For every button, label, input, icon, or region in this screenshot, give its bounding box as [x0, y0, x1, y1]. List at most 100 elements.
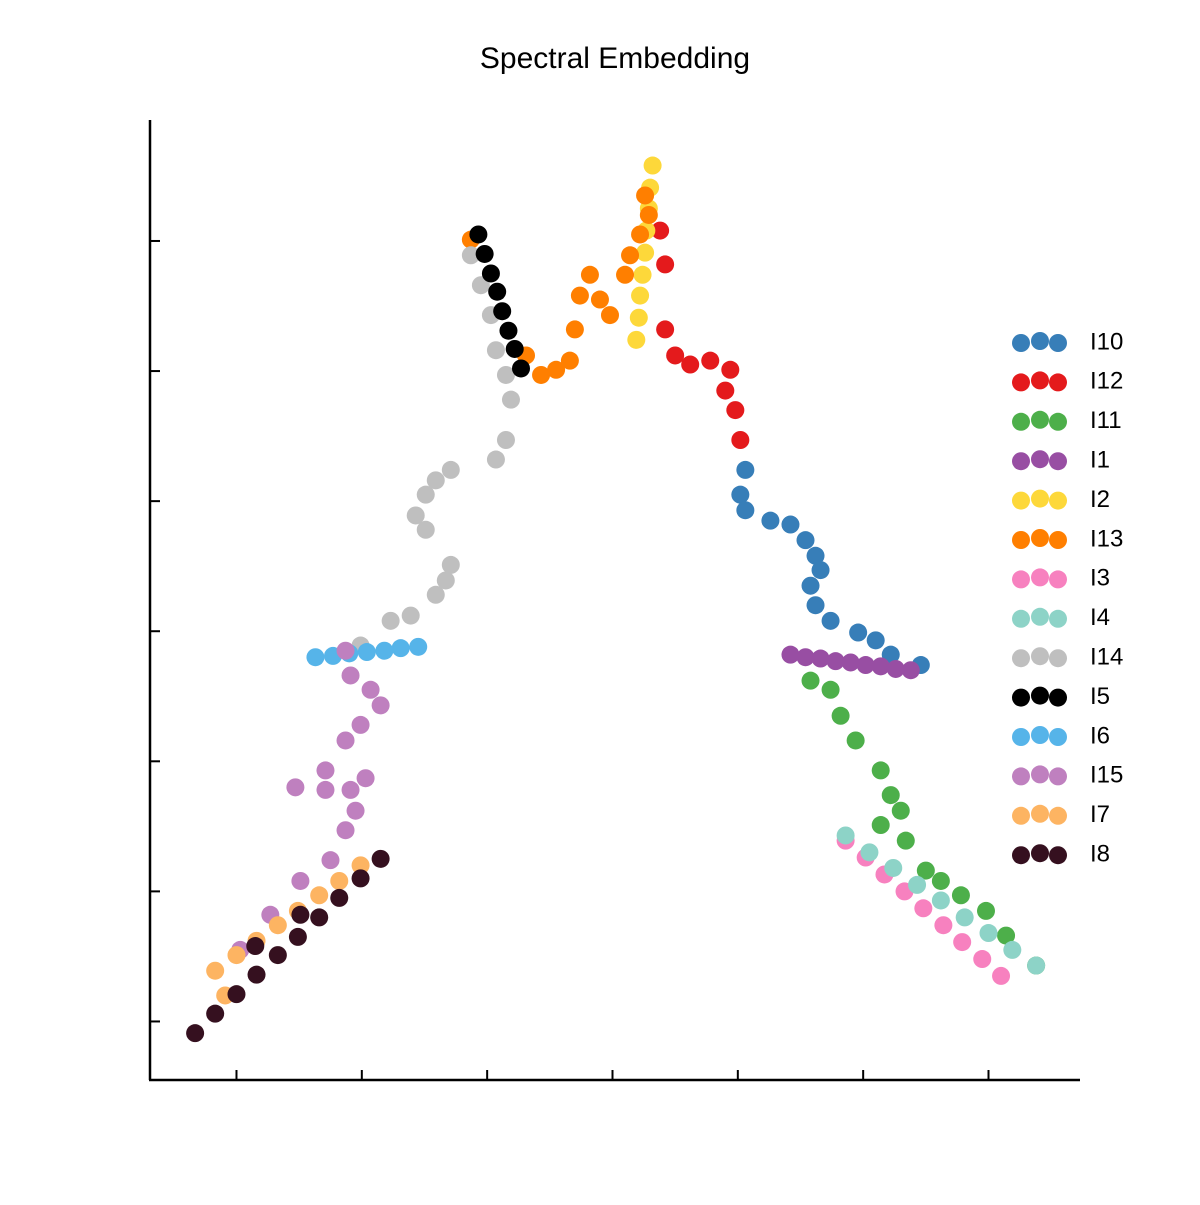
point: [291, 871, 310, 890]
point: [406, 506, 425, 525]
point: [321, 851, 340, 870]
legend-swatch: [1012, 373, 1030, 392]
point: [633, 265, 652, 284]
legend-swatch: [1012, 570, 1030, 589]
point: [631, 225, 650, 244]
point: [979, 924, 998, 943]
point: [821, 611, 840, 630]
point: [206, 961, 225, 980]
point: [316, 780, 335, 799]
point: [426, 585, 445, 604]
point: [361, 680, 380, 699]
point: [441, 555, 460, 574]
point: [565, 320, 584, 339]
point: [206, 1004, 225, 1023]
point: [881, 645, 900, 664]
legend-swatch: [1012, 531, 1030, 549]
legend-label: I5: [1090, 683, 1110, 710]
point: [227, 946, 246, 965]
point: [871, 816, 890, 835]
point: [341, 666, 360, 685]
legend-swatch: [1049, 609, 1067, 628]
legend-label: I2: [1090, 486, 1110, 513]
point: [316, 761, 335, 780]
point: [908, 875, 927, 894]
legend-label: I13: [1090, 525, 1123, 552]
point: [656, 320, 675, 339]
point: [806, 546, 825, 565]
point: [716, 381, 735, 400]
point: [951, 886, 970, 905]
point: [475, 244, 494, 263]
legend-swatch: [1012, 846, 1030, 865]
legend-swatch: [1012, 491, 1030, 510]
legend-swatch: [1031, 607, 1049, 626]
legend-swatch: [1049, 767, 1067, 786]
point: [336, 731, 355, 750]
point: [346, 801, 365, 820]
legend-swatch: [1031, 371, 1049, 390]
point: [629, 308, 648, 327]
legend-swatch: [1012, 688, 1030, 707]
point: [306, 648, 325, 667]
point: [501, 390, 520, 409]
point: [310, 908, 329, 927]
point: [493, 302, 512, 321]
point: [616, 265, 635, 284]
point: [486, 450, 505, 469]
point: [884, 858, 903, 877]
legend-swatch: [1012, 649, 1030, 668]
legend-swatch: [1031, 332, 1049, 350]
point: [286, 778, 305, 797]
point: [736, 460, 755, 479]
legend-swatch: [1012, 334, 1030, 352]
point: [356, 769, 375, 788]
point: [781, 645, 800, 664]
point: [811, 561, 830, 580]
point: [381, 611, 400, 630]
point: [736, 501, 755, 520]
point: [726, 401, 745, 420]
point: [811, 649, 830, 668]
point: [247, 965, 266, 984]
point: [901, 661, 920, 680]
legend-swatch: [1049, 412, 1067, 431]
legend-swatch: [1049, 846, 1067, 865]
point: [636, 186, 655, 205]
point: [547, 360, 566, 379]
legend-label: I6: [1090, 722, 1110, 749]
point: [849, 623, 868, 642]
point: [871, 657, 890, 676]
point: [401, 606, 420, 625]
point: [416, 485, 435, 504]
point: [351, 715, 370, 734]
point: [871, 761, 890, 780]
point: [336, 641, 355, 660]
point: [914, 899, 933, 918]
point: [291, 905, 310, 924]
point: [955, 908, 974, 927]
point: [570, 286, 589, 305]
point: [916, 861, 935, 880]
legend-swatch: [1049, 649, 1067, 668]
point: [886, 659, 905, 678]
point: [488, 282, 507, 301]
point: [731, 485, 750, 504]
legend-label: I7: [1090, 801, 1110, 828]
legend-swatch: [1031, 647, 1049, 666]
point: [227, 985, 246, 1004]
point: [496, 365, 515, 384]
point: [826, 652, 845, 671]
point: [992, 966, 1011, 985]
point: [997, 926, 1016, 945]
point: [600, 306, 619, 325]
legend-swatch: [1049, 491, 1067, 510]
point: [681, 355, 700, 374]
point: [441, 460, 460, 479]
point: [486, 341, 505, 360]
point: [621, 246, 640, 265]
point: [896, 831, 915, 850]
point: [268, 916, 287, 935]
legend-swatch: [1012, 609, 1030, 628]
point: [976, 901, 995, 920]
